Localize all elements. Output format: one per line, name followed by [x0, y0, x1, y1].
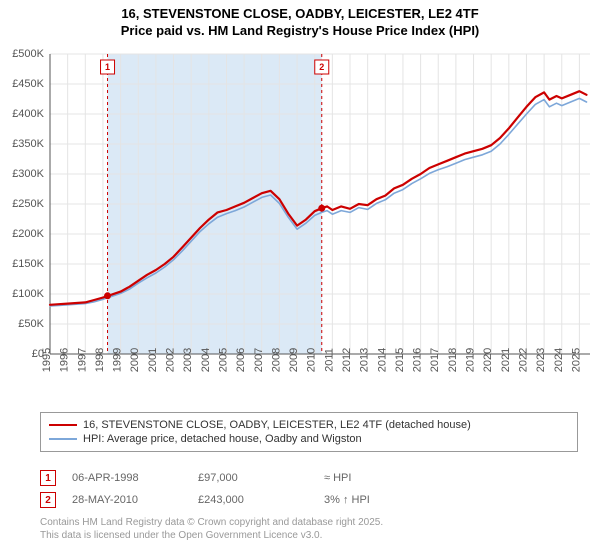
- line-chart: £0£50K£100K£150K£200K£250K£300K£350K£400…: [0, 44, 600, 404]
- svg-text:2015: 2015: [394, 348, 406, 372]
- legend-label: 16, STEVENSTONE CLOSE, OADBY, LEICESTER,…: [83, 419, 471, 431]
- sale-price: £97,000: [198, 472, 308, 484]
- svg-text:2020: 2020: [482, 348, 494, 372]
- svg-text:£400K: £400K: [12, 108, 44, 120]
- svg-text:2024: 2024: [553, 348, 565, 372]
- svg-text:2014: 2014: [376, 348, 388, 372]
- svg-text:2006: 2006: [235, 348, 247, 372]
- svg-text:2019: 2019: [465, 348, 477, 372]
- svg-text:2002: 2002: [165, 348, 177, 372]
- svg-text:2007: 2007: [253, 348, 265, 372]
- svg-text:1995: 1995: [41, 348, 53, 372]
- svg-text:2004: 2004: [200, 348, 212, 372]
- svg-text:£450K: £450K: [12, 78, 44, 90]
- svg-text:2009: 2009: [288, 348, 300, 372]
- attribution-text: Contains HM Land Registry data © Crown c…: [40, 516, 570, 542]
- sale-marker-icon: 1: [40, 470, 56, 486]
- legend-swatch: [49, 438, 77, 440]
- svg-text:2003: 2003: [182, 348, 194, 372]
- svg-text:2018: 2018: [447, 348, 459, 372]
- legend-item: 16, STEVENSTONE CLOSE, OADBY, LEICESTER,…: [49, 419, 569, 431]
- svg-text:2023: 2023: [535, 348, 547, 372]
- legend-box: 16, STEVENSTONE CLOSE, OADBY, LEICESTER,…: [40, 412, 578, 452]
- svg-text:2013: 2013: [359, 348, 371, 372]
- legend-label: HPI: Average price, detached house, Oadb…: [83, 433, 362, 445]
- svg-text:1: 1: [105, 62, 110, 72]
- svg-text:£100K: £100K: [12, 288, 44, 300]
- svg-text:1996: 1996: [59, 348, 71, 372]
- svg-text:2017: 2017: [429, 348, 441, 372]
- svg-text:2001: 2001: [147, 348, 159, 372]
- title-line-1: 16, STEVENSTONE CLOSE, OADBY, LEICESTER,…: [0, 6, 600, 23]
- legend-swatch: [49, 424, 77, 426]
- svg-text:1997: 1997: [76, 348, 88, 372]
- chart-title-block: 16, STEVENSTONE CLOSE, OADBY, LEICESTER,…: [0, 0, 600, 40]
- svg-text:£200K: £200K: [12, 228, 44, 240]
- svg-text:2011: 2011: [323, 348, 335, 372]
- svg-text:1998: 1998: [94, 348, 106, 372]
- attribution-line-1: Contains HM Land Registry data © Crown c…: [40, 516, 570, 529]
- attribution-line-2: This data is licensed under the Open Gov…: [40, 529, 570, 542]
- svg-text:£500K: £500K: [12, 48, 44, 60]
- svg-text:£300K: £300K: [12, 168, 44, 180]
- chart-area: £0£50K£100K£150K£200K£250K£300K£350K£400…: [0, 44, 600, 404]
- sale-marker-icon: 2: [40, 492, 56, 508]
- sale-row: 1 06-APR-1998 £97,000 ≈ HPI: [40, 470, 570, 486]
- sale-diff: 3% ↑ HPI: [324, 494, 434, 506]
- sale-row: 2 28-MAY-2010 £243,000 3% ↑ HPI: [40, 492, 570, 508]
- svg-text:2005: 2005: [217, 348, 229, 372]
- svg-text:£50K: £50K: [18, 318, 44, 330]
- svg-text:2021: 2021: [500, 348, 512, 372]
- sale-date: 06-APR-1998: [72, 472, 182, 484]
- title-line-2: Price paid vs. HM Land Registry's House …: [0, 23, 600, 40]
- svg-text:2012: 2012: [341, 348, 353, 372]
- sale-diff: ≈ HPI: [324, 472, 434, 484]
- sales-table: 1 06-APR-1998 £97,000 ≈ HPI 2 28-MAY-2010 £243…: [40, 464, 570, 514]
- svg-text:2008: 2008: [270, 348, 282, 372]
- svg-text:1999: 1999: [112, 348, 124, 372]
- svg-text:2025: 2025: [570, 348, 582, 372]
- svg-text:2022: 2022: [517, 348, 529, 372]
- svg-text:£250K: £250K: [12, 198, 44, 210]
- svg-text:2016: 2016: [412, 348, 424, 372]
- sale-date: 28-MAY-2010: [72, 494, 182, 506]
- svg-text:£350K: £350K: [12, 138, 44, 150]
- svg-text:£150K: £150K: [12, 258, 44, 270]
- svg-text:2000: 2000: [129, 348, 141, 372]
- svg-text:2: 2: [319, 62, 324, 72]
- svg-text:2010: 2010: [306, 348, 318, 372]
- legend-item: HPI: Average price, detached house, Oadb…: [49, 433, 569, 445]
- sale-price: £243,000: [198, 494, 308, 506]
